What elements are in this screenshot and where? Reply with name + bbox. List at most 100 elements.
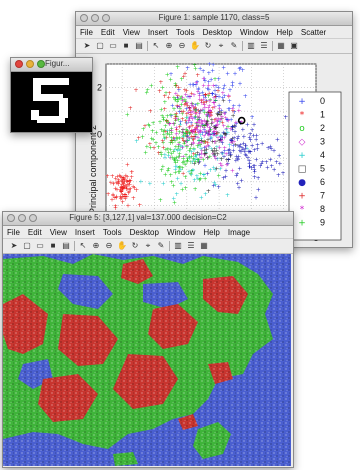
select-arrow-icon[interactable]: ↖ (152, 41, 160, 50)
menu-window[interactable]: Window (166, 227, 196, 237)
data-point-class-6: + (274, 159, 279, 166)
data-point-class-6: + (280, 170, 285, 177)
data-point-class-5: + (217, 138, 222, 145)
data-cursor-icon[interactable]: ⌖ (145, 241, 151, 250)
grid-icon[interactable]: ▦ (277, 41, 285, 50)
select-arrow-icon[interactable]: ↖ (79, 241, 87, 250)
pointer-icon[interactable]: ➤ (83, 41, 91, 50)
open-folder-icon[interactable]: ▭ (36, 241, 44, 250)
data-point-class-1: + (125, 174, 130, 181)
menu-tools[interactable]: Tools (102, 227, 122, 237)
legend-label-7: 7 (320, 191, 325, 201)
zoom-in-icon[interactable]: ⊕ (165, 41, 173, 50)
menu-tools[interactable]: Tools (175, 27, 195, 37)
open-folder-icon[interactable]: ▭ (109, 41, 117, 50)
data-point-class-2: + (177, 140, 182, 147)
data-point-class-6: + (245, 122, 250, 129)
zoom-in-icon[interactable]: ⊕ (92, 241, 100, 250)
zoom-window-button[interactable] (37, 60, 45, 68)
minimize-window-button[interactable] (91, 14, 99, 22)
data-cursor-icon[interactable]: ⌖ (218, 41, 224, 50)
save-icon[interactable]: ■ (123, 41, 129, 50)
colorbar-icon[interactable]: ▥ (174, 241, 182, 250)
grid-icon[interactable]: ▦ (200, 241, 208, 250)
data-point-class-7: + (174, 127, 179, 134)
data-point-class-7: + (184, 88, 189, 95)
new-file-icon[interactable]: ▢ (23, 241, 31, 250)
data-point-class-7: + (193, 105, 198, 112)
data-point-class-7: + (185, 102, 190, 109)
rotate-icon[interactable]: ↻ (204, 41, 212, 50)
data-point-class-9: + (196, 157, 201, 164)
data-point-class-9: + (181, 130, 186, 137)
data-point-class-9: + (174, 154, 179, 161)
zoom-out-icon[interactable]: ⊖ (178, 41, 186, 50)
menu-window[interactable]: Window (239, 27, 269, 37)
menu-desktop[interactable]: Desktop (202, 27, 232, 37)
legend-icon[interactable]: ☰ (187, 241, 195, 250)
menu-edit[interactable]: Edit (27, 227, 42, 237)
data-point-class-9: + (165, 146, 170, 153)
menu-image[interactable]: Image (227, 227, 251, 237)
data-point-class-4: + (213, 182, 218, 189)
print-icon[interactable]: ▤ (135, 41, 143, 50)
menu-insert[interactable]: Insert (147, 27, 168, 37)
image-figure-window: Figure 5: [3,127,1] val=137.000 decision… (2, 211, 294, 468)
image-window-titlebar[interactable]: Figure 5: [3,127,1] val=137.000 decision… (3, 212, 293, 226)
brush-icon[interactable]: ✎ (230, 41, 238, 50)
close-window-button[interactable] (15, 60, 23, 68)
pointer-icon[interactable]: ➤ (10, 241, 18, 250)
close-window-button[interactable] (80, 14, 88, 22)
data-point-class-2: + (172, 138, 177, 145)
minimize-window-button[interactable] (18, 214, 26, 222)
menu-file[interactable]: File (7, 227, 20, 237)
colorbar-icon[interactable]: ▥ (247, 41, 255, 50)
pan-hand-icon[interactable]: ✋ (190, 41, 200, 50)
menu-edit[interactable]: Edit (100, 27, 115, 37)
menu-view[interactable]: View (49, 227, 67, 237)
data-point-class-7: + (128, 105, 133, 112)
print-icon[interactable]: ▤ (62, 241, 70, 250)
data-point-class-5: + (199, 137, 204, 144)
data-point-class-1: + (120, 185, 125, 192)
rotate-icon[interactable]: ↻ (131, 241, 139, 250)
data-point-class-1: + (119, 182, 124, 189)
data-point-class-3: + (197, 120, 202, 127)
data-point-class-0: + (200, 90, 205, 97)
data-point-class-6: + (231, 148, 236, 155)
data-point-class-1: + (114, 193, 119, 200)
menu-help[interactable]: Help (203, 227, 220, 237)
brush-icon[interactable]: ✎ (157, 241, 165, 250)
data-point-class-7: + (134, 87, 139, 94)
legend-icon[interactable]: ☰ (260, 41, 268, 50)
data-point-class-6: + (197, 159, 202, 166)
scatter-plot[interactable]: ++++++++++++++++++++++++++++++++++++++++… (76, 54, 350, 246)
digit-window-titlebar[interactable]: Figur... (11, 58, 92, 72)
save-icon[interactable]: ■ (50, 241, 56, 250)
data-point-class-3: + (201, 96, 206, 103)
new-file-icon[interactable]: ▢ (96, 41, 104, 50)
menu-scatter[interactable]: Scatter (300, 27, 327, 37)
zoom-window-button[interactable] (102, 14, 110, 22)
data-point-class-6: + (251, 163, 256, 170)
menu-insert[interactable]: Insert (74, 227, 95, 237)
menu-help[interactable]: Help (276, 27, 293, 37)
data-point-class-1: + (121, 184, 126, 191)
scatter-window-titlebar[interactable]: Figure 1: sample 1170, class=5 (76, 12, 352, 26)
zoom-window-button[interactable] (29, 214, 37, 222)
menu-file[interactable]: File (80, 27, 93, 37)
data-point-class-5: + (204, 129, 209, 136)
plot-tools-icon[interactable]: ▣ (290, 41, 298, 50)
plot-area[interactable] (105, 63, 317, 230)
zoom-out-icon[interactable]: ⊖ (105, 241, 113, 250)
menu-desktop[interactable]: Desktop (129, 227, 159, 237)
close-window-button[interactable] (7, 214, 15, 222)
data-point-class-3: + (200, 119, 205, 126)
minimize-window-button[interactable] (26, 60, 34, 68)
data-point-class-1: + (118, 187, 123, 194)
menu-view[interactable]: View (122, 27, 140, 37)
data-point-class-2: + (173, 81, 178, 88)
classification-map-image[interactable] (3, 254, 291, 466)
pan-hand-icon[interactable]: ✋ (117, 241, 127, 250)
data-point-class-0: + (208, 136, 213, 143)
